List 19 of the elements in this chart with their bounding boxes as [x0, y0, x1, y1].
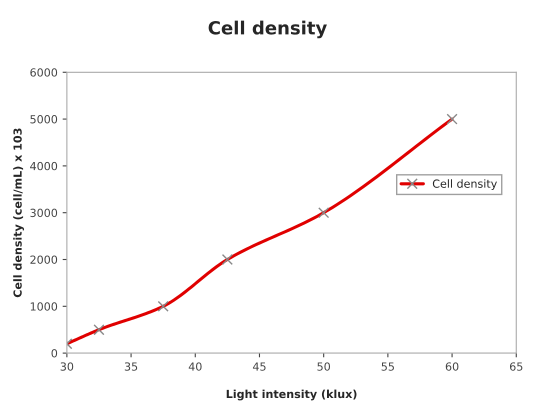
x-tick-label: 40 [188, 362, 202, 371]
y-tick-label: 4000 [30, 162, 58, 170]
chart-title: Cell density [208, 20, 327, 38]
x-tick-label: 30 [60, 362, 74, 371]
x-tick-label: 45 [252, 362, 266, 371]
y-tick-label: 6000 [30, 68, 58, 77]
x-axis-title: Light intensity (klux) [226, 390, 356, 400]
y-tick-label: 1000 [30, 302, 58, 311]
y-tick-label: 2000 [30, 255, 58, 264]
y-axis-title: Cell density (cell/mL) x 103 [13, 128, 24, 298]
x-tick-label: 55 [382, 362, 394, 371]
x-tick-label: 65 [510, 362, 522, 371]
y-tick-label: 3000 [30, 208, 58, 218]
y-tick-label: 5000 [30, 115, 58, 124]
x-tick-label: 60 [446, 362, 458, 371]
x-tick-label: 50 [317, 362, 330, 371]
legend-label: Cell density [432, 179, 497, 190]
x-tick-label: 35 [124, 362, 138, 371]
y-tick-label: 0 [52, 349, 58, 358]
